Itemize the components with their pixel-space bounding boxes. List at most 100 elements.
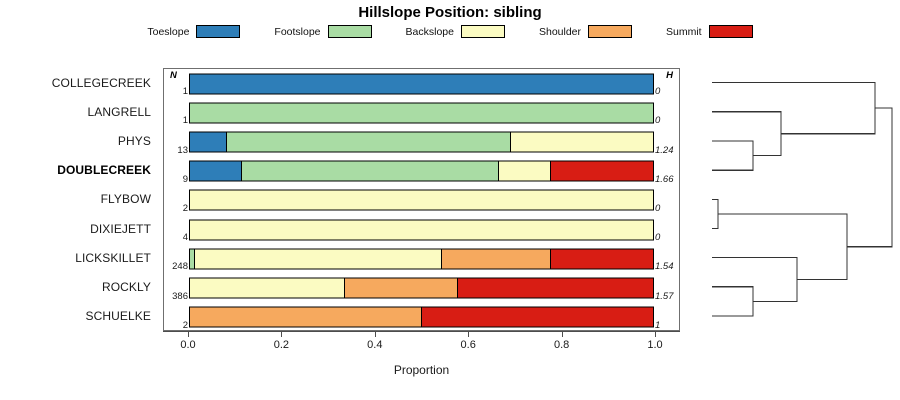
dendro-join-collegecreek-block — [712, 82, 876, 135]
bar-track — [189, 248, 654, 270]
row-h-value: 1 — [655, 319, 661, 331]
legend-label: Shoulder — [538, 25, 582, 38]
row-n-value: 1 — [182, 115, 188, 127]
row-n-value: 4 — [182, 232, 188, 244]
stacked-bar[interactable] — [189, 73, 654, 95]
x-tick — [468, 331, 470, 337]
x-axis: 0.0 0.2 0.4 0.6 0.8 1.0 Proportion — [163, 331, 680, 377]
legend-label: Summit — [666, 25, 702, 38]
category-label-dixiejett: DIXIEJETT — [90, 221, 151, 236]
bar-row: 9 1.66 — [164, 157, 679, 186]
bar-rows: 1 0 1 0 13 1.24 9 1.66 2 0 4 0 248 1.54 386 1.57 2 1 — [164, 69, 679, 332]
row-n-value: 248 — [172, 261, 188, 273]
bar-track — [189, 102, 654, 124]
legend-item-footslope: Footslope — [274, 25, 372, 38]
stacked-bar[interactable] — [189, 160, 654, 182]
page-title: Hillslope Position: sibling — [358, 4, 542, 21]
dendro-join-flybow-dixiejett — [712, 198, 719, 230]
bar-track — [189, 131, 654, 153]
bar-segment-shoulder — [345, 278, 458, 298]
category-label-langrell: LANGRELL — [87, 104, 151, 119]
bar-segment-footslope — [242, 161, 499, 181]
bar-segment-backslope — [190, 190, 653, 210]
x-tick-label: 1.0 — [647, 339, 663, 351]
category-label-schuelke: SCHUELKE — [85, 309, 151, 324]
stacked-bar[interactable] — [189, 219, 654, 241]
x-axis-line — [163, 331, 680, 332]
category-label-doublecreek: DOUBLECREEK — [57, 163, 151, 178]
bar-segment-backslope — [511, 132, 653, 152]
bar-segment-summit — [550, 249, 654, 269]
bar-segment-backslope — [194, 249, 443, 269]
row-h-value: 1.54 — [655, 261, 674, 273]
plot-panel: N H 1 0 1 0 13 1.24 9 1.66 2 0 4 0 248 1.54 386 1.57 2 1 — [163, 68, 680, 331]
legend-item-shoulder: Shoulder — [538, 25, 633, 38]
legend-label: Backslope — [405, 25, 454, 38]
legend-swatch-toeslope — [196, 25, 241, 38]
x-axis-title: Proportion — [393, 363, 450, 377]
bar-segment-toeslope — [190, 132, 227, 152]
x-tick — [374, 331, 376, 337]
row-h-value: 1.66 — [655, 173, 674, 185]
legend-item-backslope: Backslope — [406, 25, 505, 38]
stacked-bar[interactable] — [189, 248, 654, 270]
bar-track — [189, 306, 654, 328]
stacked-bar[interactable] — [189, 189, 654, 211]
row-h-value: 1.57 — [655, 290, 674, 302]
legend-label: Toeslope — [147, 25, 190, 38]
bar-track — [189, 277, 654, 299]
x-tick — [655, 331, 656, 337]
dendrogram-svg — [712, 82, 893, 317]
dendro-join-lower-block — [718, 213, 848, 281]
legend-swatch-shoulder — [588, 25, 633, 38]
legend: Toeslope Footslope Backslope Shoulder Summit — [0, 25, 900, 38]
dendro-join-phys-doublecreek — [712, 140, 754, 171]
x-tick-label: 0.4 — [367, 339, 383, 351]
bar-segment-summit — [422, 307, 653, 327]
category-label-collegecreek: COLLEGECREEK — [51, 75, 151, 90]
row-n-value: 13 — [177, 144, 188, 156]
category-label-rockly: ROCKLY — [101, 280, 151, 294]
row-h-value: 0 — [655, 202, 661, 214]
dendrogram — [680, 68, 900, 331]
legend-item-summit: Summit — [666, 25, 753, 38]
row-h-value: 0 — [655, 86, 661, 98]
bar-track — [189, 160, 654, 182]
stacked-bar[interactable] — [189, 102, 654, 124]
legend-swatch-footslope — [327, 25, 372, 38]
dendro-root-join — [847, 107, 893, 248]
x-tick-label: 0.2 — [273, 339, 290, 351]
bar-row: 248 1.54 — [164, 244, 679, 273]
bar-row: 386 1.57 — [164, 273, 679, 302]
bar-segment-shoulder — [190, 307, 422, 327]
stacked-bar[interactable] — [189, 277, 654, 299]
x-tick-label: 0.0 — [180, 339, 196, 351]
x-tick — [281, 331, 283, 337]
x-tick — [561, 331, 563, 337]
bar-segment-toeslope — [190, 74, 653, 94]
bar-segment-toeslope — [190, 161, 243, 181]
row-h-value: 1.24 — [655, 144, 674, 156]
bar-track — [189, 73, 654, 95]
dendro-join-langrell-cluster — [712, 111, 782, 157]
column-header-n: N — [170, 70, 177, 81]
dendro-join-rockly-schuelke — [712, 286, 754, 317]
row-n-value: 9 — [182, 173, 188, 185]
bar-track — [189, 219, 654, 241]
stacked-bar[interactable] — [189, 131, 654, 153]
legend-swatch-summit — [708, 25, 753, 38]
category-label-lickskillet: LICKSKILLET — [75, 250, 151, 265]
bar-segment-footslope — [226, 132, 512, 152]
bar-segment-summit — [457, 278, 653, 298]
legend-label: Footslope — [274, 25, 321, 38]
bar-segment-backslope — [190, 220, 653, 240]
bar-row: 13 1.24 — [164, 127, 679, 156]
bar-segment-backslope — [190, 278, 346, 298]
category-label-phys: PHYS — [117, 134, 151, 148]
stacked-bar[interactable] — [189, 306, 654, 328]
